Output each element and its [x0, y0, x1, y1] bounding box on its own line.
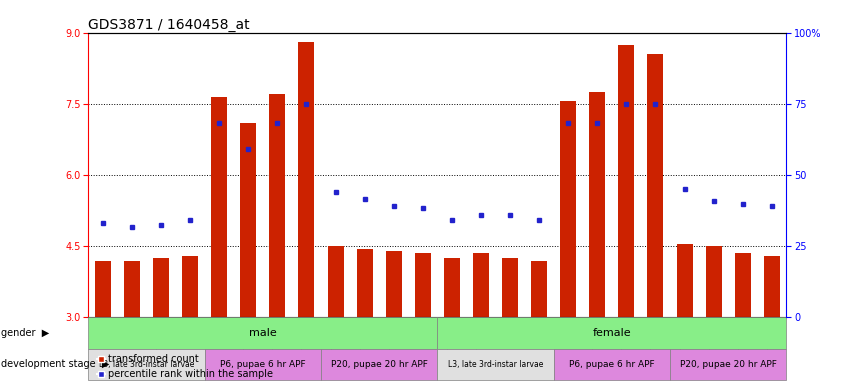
Bar	[415, 253, 431, 318]
Bar	[321, 349, 437, 380]
Text: female: female	[593, 328, 631, 338]
Bar	[618, 45, 634, 318]
Text: GDS3871 / 1640458_at: GDS3871 / 1640458_at	[88, 18, 250, 31]
Bar	[88, 349, 204, 380]
Bar	[95, 260, 111, 318]
Bar	[670, 349, 786, 380]
Bar	[676, 244, 692, 318]
Bar	[560, 101, 576, 318]
Bar	[327, 246, 343, 318]
Bar	[153, 258, 169, 318]
Bar	[532, 260, 547, 318]
Legend: transformed count, percentile rank within the sample: transformed count, percentile rank withi…	[93, 350, 277, 383]
Bar	[764, 256, 780, 318]
Text: gender  ▶: gender ▶	[1, 328, 49, 338]
Bar	[357, 249, 373, 318]
Bar	[648, 54, 664, 318]
Bar	[553, 349, 670, 380]
Bar	[473, 253, 489, 318]
Bar	[182, 256, 198, 318]
Bar	[502, 258, 518, 318]
Bar	[241, 123, 257, 318]
Text: L3, late 3rd-instar larvae: L3, late 3rd-instar larvae	[447, 360, 543, 369]
Text: male: male	[249, 328, 277, 338]
Text: P20, pupae 20 hr APF: P20, pupae 20 hr APF	[331, 360, 427, 369]
Text: L3, late 3rd-instar larvae: L3, late 3rd-instar larvae	[98, 360, 194, 369]
Bar	[386, 251, 402, 318]
Text: P6, pupae 6 hr APF: P6, pupae 6 hr APF	[569, 360, 654, 369]
Bar	[437, 349, 553, 380]
Bar	[437, 318, 786, 349]
Bar	[88, 318, 437, 349]
Text: P6, pupae 6 hr APF: P6, pupae 6 hr APF	[220, 360, 305, 369]
Bar	[590, 92, 606, 318]
Text: development stage  ▶: development stage ▶	[1, 359, 109, 369]
Bar	[204, 349, 321, 380]
Bar	[124, 260, 140, 318]
Bar	[444, 258, 460, 318]
Text: P20, pupae 20 hr APF: P20, pupae 20 hr APF	[680, 360, 776, 369]
Bar	[735, 253, 751, 318]
Bar	[706, 246, 722, 318]
Bar	[269, 94, 285, 318]
Bar	[211, 97, 227, 318]
Bar	[299, 42, 315, 318]
